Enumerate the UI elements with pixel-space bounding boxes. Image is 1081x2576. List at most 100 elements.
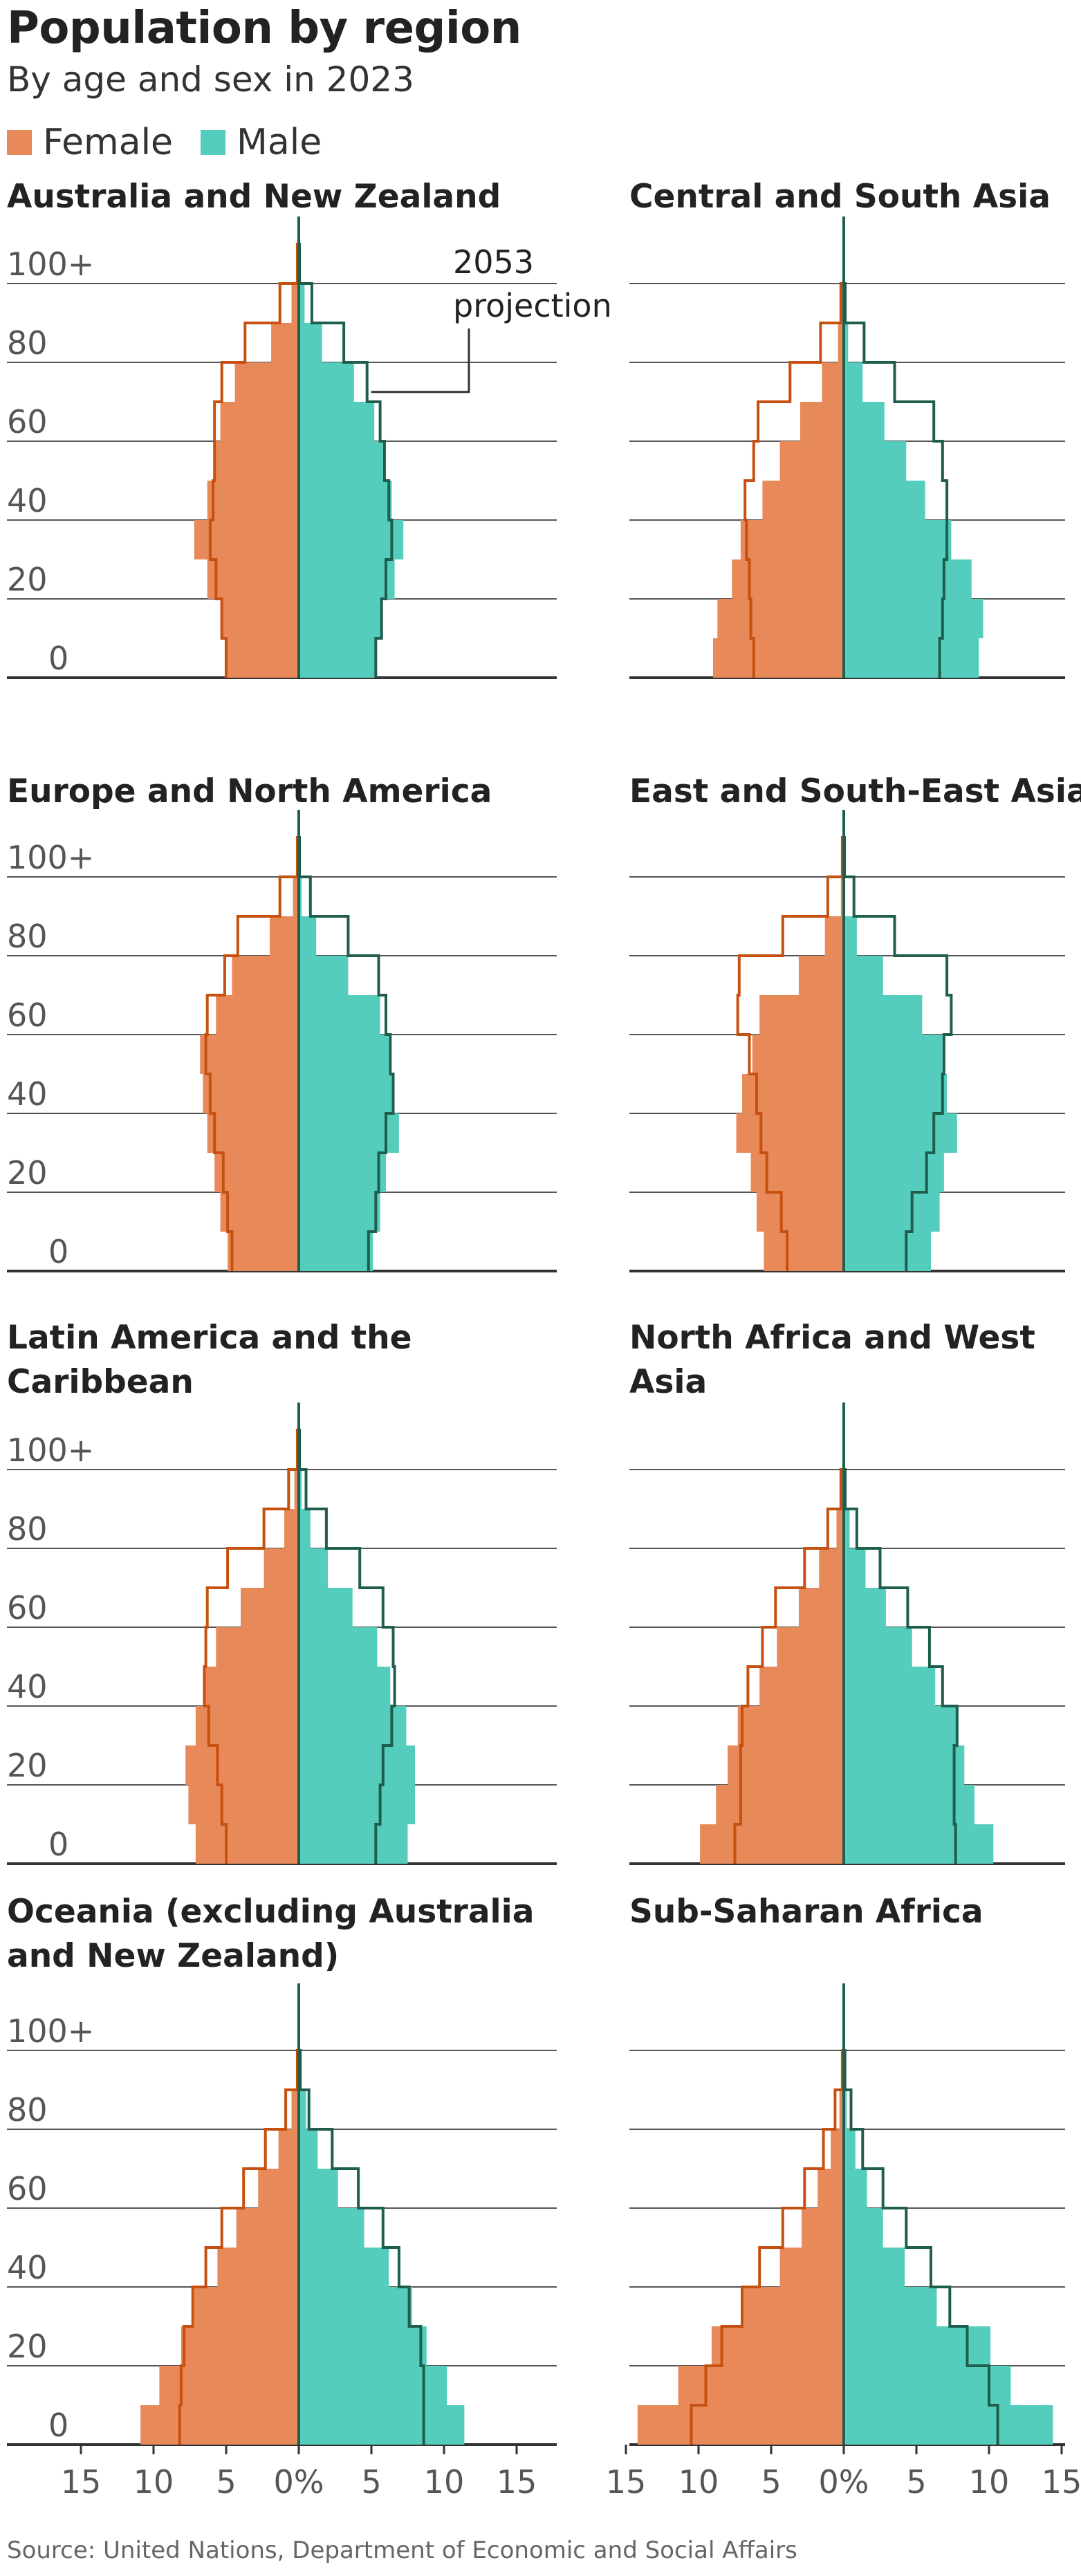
female-bar [284, 1509, 299, 1548]
female-bar [188, 1785, 299, 1824]
female-bar [713, 638, 844, 678]
male-bar [299, 362, 354, 402]
age-label: 100+ [7, 1431, 94, 1469]
pyramid-chart: Sub-Saharan Africa 15 10 5 0% 5 10 15 [606, 1893, 1081, 2501]
age-label: 40 [7, 2249, 48, 2286]
female-bar [764, 1232, 844, 1271]
male-bar [299, 638, 376, 678]
female-bar [214, 441, 299, 481]
female-bar [717, 599, 844, 638]
female-bar [728, 1745, 844, 1785]
female-bar [291, 284, 299, 323]
female-bar [716, 1785, 844, 1824]
female-bar [762, 481, 844, 520]
annotation-leader [371, 328, 470, 393]
female-bar [293, 877, 299, 916]
male-bar [844, 1509, 850, 1548]
female-bar [185, 1745, 299, 1785]
female-bar [759, 995, 844, 1035]
age-label: 60 [7, 1589, 48, 1627]
male-bar [299, 956, 349, 995]
female-bar [759, 1667, 844, 1706]
male-bar [844, 1153, 944, 1192]
chart-title-line: Latin America and the [7, 1319, 412, 1357]
female-bar [140, 2405, 299, 2445]
female-2053-outline [743, 244, 845, 678]
female-bar [220, 1192, 299, 1232]
male-bar [299, 2287, 412, 2326]
male-bar [299, 1509, 311, 1548]
female-bar [291, 2090, 299, 2129]
female-bar [840, 877, 844, 916]
male-bar [299, 2366, 447, 2405]
male-bar [299, 323, 322, 362]
male-bar [844, 916, 857, 956]
chart-title-line: Asia [629, 1363, 707, 1401]
male-bar [299, 2248, 389, 2287]
female-bar [200, 1035, 299, 1074]
age-label: 40 [7, 1668, 48, 1705]
female-bar [207, 1113, 299, 1153]
male-bar [299, 1785, 415, 1824]
female-bar [181, 2326, 299, 2366]
female-bar [258, 2169, 299, 2208]
male-bar [299, 1153, 386, 1192]
female-bar [194, 2287, 299, 2326]
female-bar [228, 1232, 299, 1271]
age-label: 40 [7, 1075, 48, 1113]
age-label: 40 [7, 482, 48, 519]
female-bar [220, 402, 299, 441]
male-bar [299, 2326, 427, 2366]
female-bar [819, 1548, 844, 1588]
male-bar [299, 2169, 338, 2208]
male-bar [299, 1745, 415, 1785]
male-bar [299, 599, 382, 638]
female-bar [195, 1706, 299, 1745]
female-bar [159, 2366, 299, 2405]
female-bar [236, 2208, 299, 2248]
female-2053-outline [178, 2011, 300, 2445]
female-bar [779, 441, 844, 481]
male-bar [299, 1113, 399, 1153]
male-bar [299, 1192, 380, 1232]
male-bar [299, 1548, 328, 1588]
female-bar [757, 1192, 844, 1232]
chart-title-line: Caribbean [7, 1363, 194, 1401]
female-bar [838, 323, 844, 362]
age-label: 100+ [7, 2012, 94, 2050]
male-bar [299, 1667, 391, 1706]
male-bar [844, 441, 907, 481]
male-bar [844, 1667, 936, 1706]
chart-title-line: Europe and North America [7, 772, 492, 810]
female-bar [214, 1153, 299, 1192]
female-bar [203, 1074, 299, 1113]
male-bar [844, 1627, 912, 1667]
annotation-text: projection [453, 287, 612, 324]
male-bar [844, 362, 863, 402]
pyramid-chart: East and South-East Asia [629, 772, 1081, 1272]
x-tick-label: 15 [497, 2463, 537, 2501]
male-bar [844, 1192, 940, 1232]
female-bar [802, 2208, 844, 2248]
male-bar [844, 2405, 1053, 2445]
female-bar [750, 1153, 844, 1192]
legend: Female Male [7, 122, 349, 163]
legend-male: Male [201, 122, 322, 163]
chart-title-line: Oceania (excluding Australia [7, 1893, 535, 1931]
female-bar [822, 362, 844, 402]
age-label: 20 [7, 561, 48, 598]
x-tick-label: 10 [424, 2463, 465, 2501]
female-bar [195, 1824, 299, 1864]
x-tick-label: 5 [906, 2463, 926, 2501]
age-label: 20 [7, 1747, 48, 1784]
chart-title-line: North Africa and West [629, 1319, 1035, 1357]
male-bar [299, 481, 392, 520]
male-bar [299, 2129, 318, 2169]
male-bar [299, 995, 380, 1035]
male-bar [299, 1074, 392, 1113]
female-2053-outline [204, 836, 299, 1271]
male-bar [844, 520, 952, 559]
male-bar [299, 2090, 306, 2129]
female-bar [278, 2129, 299, 2169]
female-bar [678, 2366, 844, 2405]
